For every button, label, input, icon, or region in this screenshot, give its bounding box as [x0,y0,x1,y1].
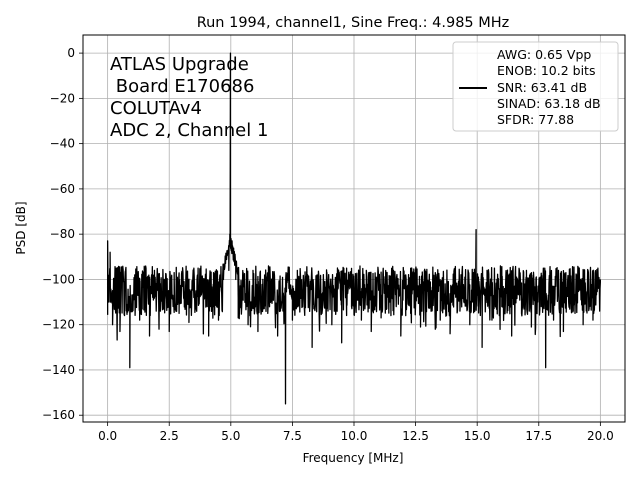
x-tick-label: 20.0 [587,429,614,443]
legend-entry: SNR: 63.41 dB [497,80,587,95]
x-tick-label: 10.0 [341,429,368,443]
annotation-line: ADC 2, Channel 1 [110,120,268,141]
legend: AWG: 0.65 Vpp ENOB: 10.2 bits SNR: 63.41… [452,41,619,132]
x-tick-label: 17.5 [525,429,552,443]
y-tick-label: −80 [50,227,75,241]
x-tick-label: 15.0 [464,429,491,443]
x-tick-label: 12.5 [402,429,429,443]
legend-entry: SINAD: 63.18 dB [497,96,601,111]
y-tick-label: −100 [42,272,75,286]
legend-entry: ENOB: 10.2 bits [497,63,595,78]
legend-entry: SFDR: 77.88 [497,112,574,127]
annotation-line: COLUTAv4 [110,98,202,119]
y-tick-label: −60 [50,182,75,196]
annotation-line: ATLAS Upgrade [110,54,249,75]
y-tick-label: −40 [50,137,75,151]
y-tick-label: −160 [42,408,75,422]
board-annotation: ATLAS Upgrade Board E170686 COLUTAv4 ADC… [110,54,268,141]
x-tick-label: 5.0 [221,429,240,443]
y-tick-label: 0 [67,46,75,60]
x-axis-label: Frequency [MHz] [303,451,404,465]
legend-box [452,41,619,132]
series-layer [106,52,602,405]
axis-ticks: 0.0 2.5 5.0 7.5 10.0 12.5 15.0 17.5 20.0 0 −20 −40 −… [42,46,614,443]
psd-series-line [106,52,602,405]
x-tick-label: 2.5 [160,429,179,443]
legend-entry: AWG: 0.65 Vpp [497,47,591,62]
chart-title: Run 1994, channel1, Sine Freq.: 4.985 MH… [197,15,510,31]
x-tick-label: 0.0 [98,429,117,443]
y-axis-label: PSD [dB] [14,201,28,254]
annotation-line: Board E170686 [110,76,254,97]
x-tick-label: 7.5 [283,429,302,443]
y-tick-label: −120 [42,318,75,332]
y-tick-label: −140 [42,363,75,377]
y-tick-label: −20 [50,91,75,105]
